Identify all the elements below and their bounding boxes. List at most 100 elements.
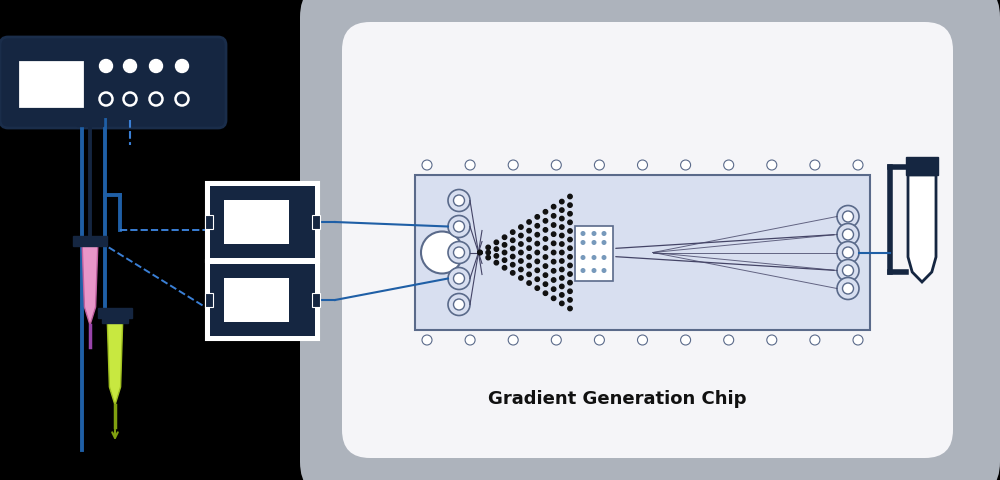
Circle shape [176,60,189,73]
Circle shape [551,205,556,209]
Circle shape [511,271,515,276]
Circle shape [568,204,572,208]
Circle shape [478,251,482,255]
Bar [205,216,213,229]
Circle shape [560,268,564,272]
Circle shape [568,246,572,251]
Circle shape [594,161,604,171]
Circle shape [543,282,548,287]
Circle shape [486,246,490,250]
Bar [102,313,128,324]
Circle shape [422,336,432,345]
Circle shape [842,212,854,223]
Circle shape [543,210,548,215]
Circle shape [543,246,548,251]
Circle shape [465,161,475,171]
Circle shape [486,256,490,260]
Circle shape [551,241,556,246]
Circle shape [551,232,556,237]
Bar [77,117,103,127]
Circle shape [535,233,539,238]
Circle shape [853,336,863,345]
Circle shape [551,278,556,283]
Circle shape [454,248,465,258]
Circle shape [560,276,564,281]
Circle shape [511,239,515,243]
Circle shape [568,212,572,216]
Circle shape [502,258,507,263]
Circle shape [592,256,596,260]
Bar [73,237,107,247]
Circle shape [124,93,137,106]
Circle shape [581,269,585,273]
Circle shape [568,298,572,302]
Circle shape [543,219,548,224]
Circle shape [560,293,564,298]
Circle shape [454,300,465,311]
Circle shape [581,232,585,236]
Bar [206,261,319,340]
Circle shape [568,255,572,260]
Circle shape [511,230,515,235]
FancyBboxPatch shape [210,264,315,336]
Circle shape [543,264,548,269]
Circle shape [448,242,470,264]
Circle shape [767,336,777,345]
Circle shape [853,161,863,171]
Circle shape [568,307,572,311]
Circle shape [551,297,556,301]
Circle shape [602,256,606,260]
Circle shape [454,222,465,232]
Circle shape [527,273,531,277]
Circle shape [551,288,556,292]
Circle shape [519,234,523,238]
Circle shape [519,259,523,264]
Circle shape [502,251,507,255]
Circle shape [638,336,648,345]
Bar [224,201,289,244]
Circle shape [511,263,515,267]
Circle shape [454,195,465,206]
Circle shape [602,269,606,273]
Circle shape [527,281,531,286]
Circle shape [422,161,432,171]
Circle shape [448,268,470,290]
Bar [224,278,289,323]
Circle shape [837,278,859,300]
Circle shape [527,229,531,233]
Circle shape [519,242,523,247]
Circle shape [465,336,475,345]
Circle shape [100,60,113,73]
Circle shape [560,217,564,221]
FancyBboxPatch shape [0,38,226,129]
Circle shape [568,289,572,294]
Circle shape [837,206,859,228]
Circle shape [592,232,596,236]
Circle shape [560,242,564,247]
Circle shape [842,248,854,258]
Circle shape [560,226,564,230]
Circle shape [508,161,518,171]
Circle shape [543,228,548,233]
Circle shape [568,272,572,276]
Circle shape [551,161,561,171]
Circle shape [543,255,548,260]
Circle shape [421,232,463,274]
Bar [312,216,320,229]
Circle shape [543,237,548,241]
Bar [906,157,938,176]
Circle shape [638,161,648,171]
Bar [205,293,213,307]
Circle shape [681,336,691,345]
Circle shape [527,264,531,268]
Circle shape [527,238,531,242]
Circle shape [594,336,604,345]
Circle shape [535,251,539,255]
Circle shape [568,238,572,242]
Bar [206,182,319,263]
Circle shape [527,220,531,225]
Circle shape [842,283,854,294]
FancyBboxPatch shape [342,23,953,458]
Circle shape [176,93,189,106]
Circle shape [560,301,564,306]
